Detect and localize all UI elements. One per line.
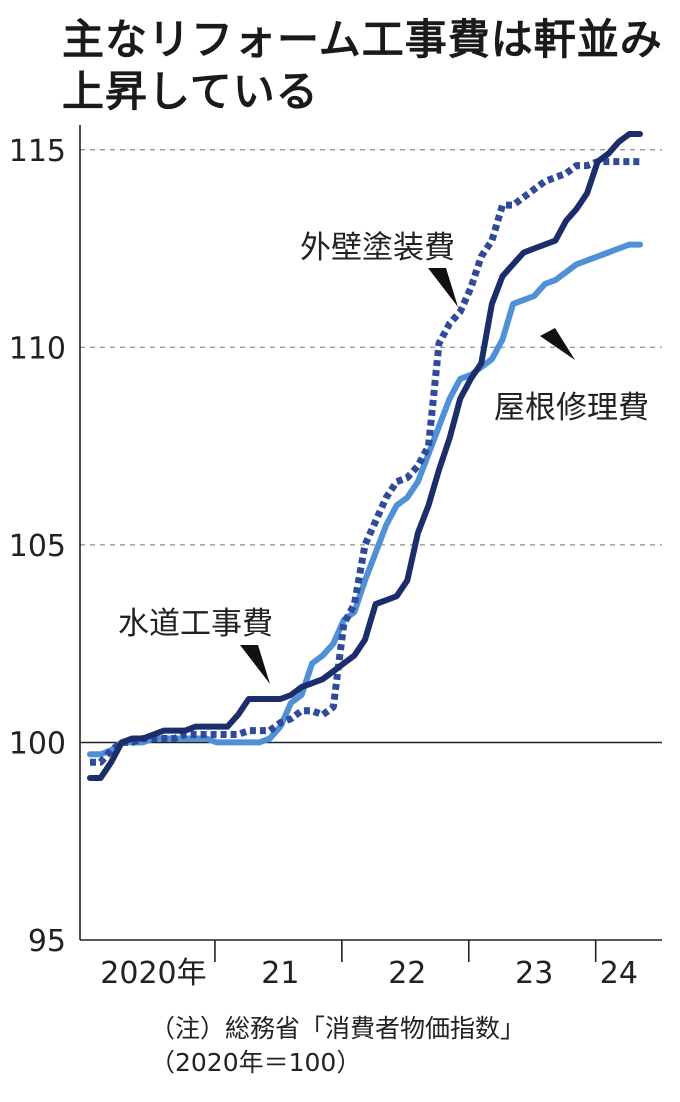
chart-title-line-2: 上昇している (62, 67, 319, 116)
pointer-gaiheki (428, 268, 458, 307)
chart-title: 主なリフォーム工事費は軒並み 上昇している (62, 14, 663, 118)
y-tick-label: 115 (9, 134, 66, 169)
chart-title-line-1: 主なリフォーム工事費は軒並み (62, 15, 663, 64)
series-labels: 水道工事費 外壁塗装費 屋根修理費 (118, 230, 649, 684)
x-tick-label: 24 (600, 956, 638, 991)
axes (79, 125, 662, 962)
x-tick-label: 22 (388, 956, 426, 991)
label-yane: 屋根修理費 (494, 390, 649, 426)
x-tick-label: 23 (515, 956, 553, 991)
label-suido: 水道工事費 (118, 606, 273, 642)
y-tick-labels: 95 100 105 110 115 (9, 134, 66, 959)
series-line-yane (87, 241, 643, 758)
series-line-suido (87, 131, 643, 781)
x-tick-label: 2020年 (100, 956, 206, 991)
label-gaiheki: 外壁塗装費 (300, 230, 455, 266)
y-tick-label: 95 (28, 924, 66, 959)
series-line-gaiheki (90, 158, 640, 766)
pointer-suido (240, 645, 270, 684)
x-tick-label: 21 (261, 956, 299, 991)
source-note-line-2: （2020年＝100） (150, 1048, 362, 1077)
x-tick-labels: 2020年 21 22 23 24 (100, 956, 638, 991)
series-lines (87, 131, 643, 781)
y-tick-label: 100 (9, 726, 66, 761)
source-note-line-1: （注）総務省「消費者物価指数」 (150, 1014, 526, 1043)
pointer-yane (540, 328, 575, 360)
y-tick-label: 110 (9, 331, 66, 366)
source-note: （注）総務省「消費者物価指数」 （2020年＝100） (150, 1012, 525, 1080)
y-tick-label: 105 (9, 529, 66, 564)
